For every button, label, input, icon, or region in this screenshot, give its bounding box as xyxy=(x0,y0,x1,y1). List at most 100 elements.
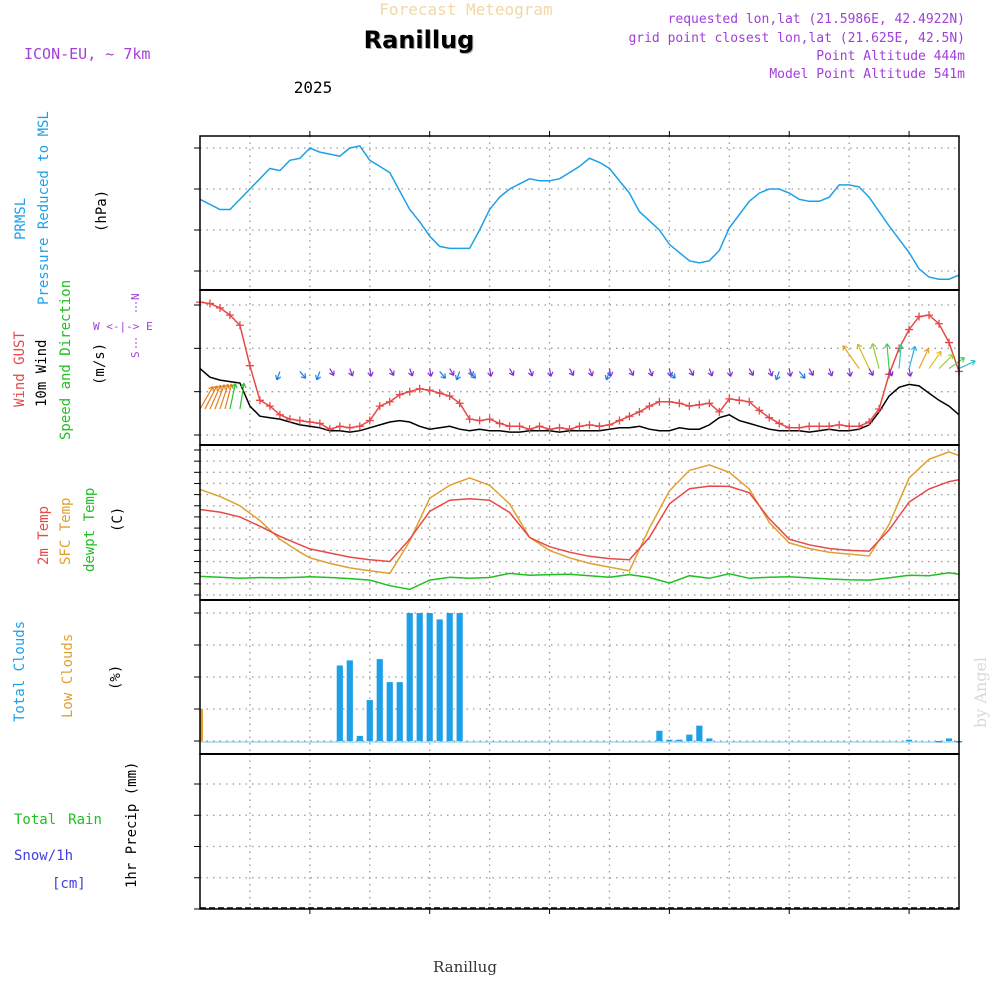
gust-marker xyxy=(775,419,784,428)
snow-unit: [cm] xyxy=(52,876,86,892)
point-altitude: Point Altitude 444m xyxy=(816,49,965,64)
total-cloud-bar xyxy=(446,613,453,741)
wind-direction-arrow xyxy=(487,368,494,377)
total-cloud-bar xyxy=(666,739,673,742)
gust-marker xyxy=(765,413,774,422)
tsfc-label: SFC Temp xyxy=(58,498,74,565)
gust-marker xyxy=(495,419,504,428)
top-year: 2025 xyxy=(294,78,333,97)
wind-direction-arrow xyxy=(887,368,894,377)
compass-n: N xyxy=(129,293,142,300)
gust-marker xyxy=(785,423,794,432)
wind-direction-arrow xyxy=(707,368,714,377)
wind-direction-arrow xyxy=(389,368,395,377)
wind-direction-arrow xyxy=(199,385,214,410)
clouds-unit: (%) xyxy=(108,665,124,690)
gust-marker xyxy=(485,415,494,424)
gust-marker xyxy=(245,361,254,370)
gust-marker xyxy=(815,422,824,431)
wind-direction-arrow xyxy=(884,343,891,369)
plot-data xyxy=(196,145,976,743)
wind-direction-arrow xyxy=(798,371,806,379)
model-altitude: Model Point Altitude 541m xyxy=(769,67,965,82)
dewpt-temp-line xyxy=(199,571,960,591)
wind-direction-arrow xyxy=(846,368,853,377)
wind-direction-arrow xyxy=(568,368,575,377)
total-cloud-bar xyxy=(406,613,413,741)
gust-marker xyxy=(505,422,514,431)
gust-marker xyxy=(305,418,314,426)
pressure-line xyxy=(199,145,960,280)
total-clouds-label: Total Clouds xyxy=(12,621,28,722)
gust-marker xyxy=(705,399,714,408)
wind-direction-arrow xyxy=(938,353,954,369)
gust-marker xyxy=(395,390,404,399)
top-time-axis xyxy=(309,131,910,136)
rain-label: Rain xyxy=(68,812,102,828)
gust-marker xyxy=(935,319,944,328)
wind-direction-arrow xyxy=(315,371,322,381)
wind-direction-arrow xyxy=(726,368,734,377)
gust-marker xyxy=(695,400,704,409)
gust-marker xyxy=(625,412,634,421)
gust-marker xyxy=(545,425,554,434)
bottom-time-axis xyxy=(309,909,910,914)
gust-marker xyxy=(595,422,604,431)
dewpt-label: dewpt Temp xyxy=(82,488,98,572)
total-cloud-bar xyxy=(426,613,433,741)
total-cloud-bar xyxy=(346,660,353,741)
compass-we: W <-|-> E xyxy=(93,320,153,333)
gust-marker xyxy=(825,422,834,431)
gust-marker xyxy=(755,406,764,415)
gust-marker xyxy=(435,389,444,398)
wind-direction-arrow xyxy=(628,368,635,377)
total-cloud-bar xyxy=(706,738,713,741)
total-cloud-bar xyxy=(336,665,343,741)
precip-panel-frame xyxy=(199,753,960,910)
gust-marker xyxy=(235,321,244,330)
gust-marker xyxy=(835,420,844,429)
wind-direction-arrow xyxy=(948,357,966,370)
gust-marker xyxy=(265,402,274,411)
wind-direction-arrow xyxy=(299,371,307,379)
gust-marker xyxy=(735,396,744,405)
wind-direction-arrow xyxy=(748,368,755,377)
gust-marker xyxy=(445,392,454,400)
gust-marker xyxy=(665,397,674,406)
wind-direction-arrow xyxy=(870,342,880,369)
grid-lines xyxy=(194,136,959,910)
gust-marker xyxy=(425,386,434,395)
temp-unit: (C) xyxy=(110,507,126,532)
gust-marker xyxy=(575,422,584,431)
gust-marker xyxy=(685,402,694,411)
wind-direction-arrow xyxy=(508,368,515,377)
wind-direction-arrow xyxy=(275,371,282,381)
gust-marker xyxy=(875,405,884,413)
gust-marker xyxy=(645,402,654,411)
total-cloud-bar xyxy=(676,739,683,742)
gust-marker xyxy=(805,422,814,431)
gust-marker xyxy=(295,416,304,425)
wind-direction-arrow xyxy=(786,368,794,377)
total-cloud-bar xyxy=(436,619,443,741)
total-cloud-bar xyxy=(386,682,393,741)
wind-direction-arrow xyxy=(908,345,918,369)
precip-unit: 1hr Precip (mm) xyxy=(124,762,140,888)
t2m-label: 2m Temp xyxy=(36,506,52,565)
wind-unit: (m/s) xyxy=(92,343,108,385)
wind-direction-arrow xyxy=(897,344,905,369)
model-label: ICON-EU, ~ 7km xyxy=(24,45,150,63)
wind-gust-label: Wind GUST xyxy=(12,331,28,407)
gust-marker xyxy=(345,423,354,432)
gust-marker xyxy=(315,419,324,428)
wind-10m-label: 10m Wind xyxy=(34,340,50,407)
faint-title: Forecast Meteogram xyxy=(379,0,552,19)
gust-marker xyxy=(325,425,334,434)
wind-direction-arrow xyxy=(469,371,477,379)
wind-direction-arrow xyxy=(856,343,870,369)
total-cloud-bar xyxy=(396,682,403,741)
gust-marker xyxy=(275,410,284,419)
wind-direction-arrow xyxy=(647,368,654,377)
gust-marker xyxy=(405,387,414,396)
wind-direction-arrow xyxy=(587,368,594,377)
